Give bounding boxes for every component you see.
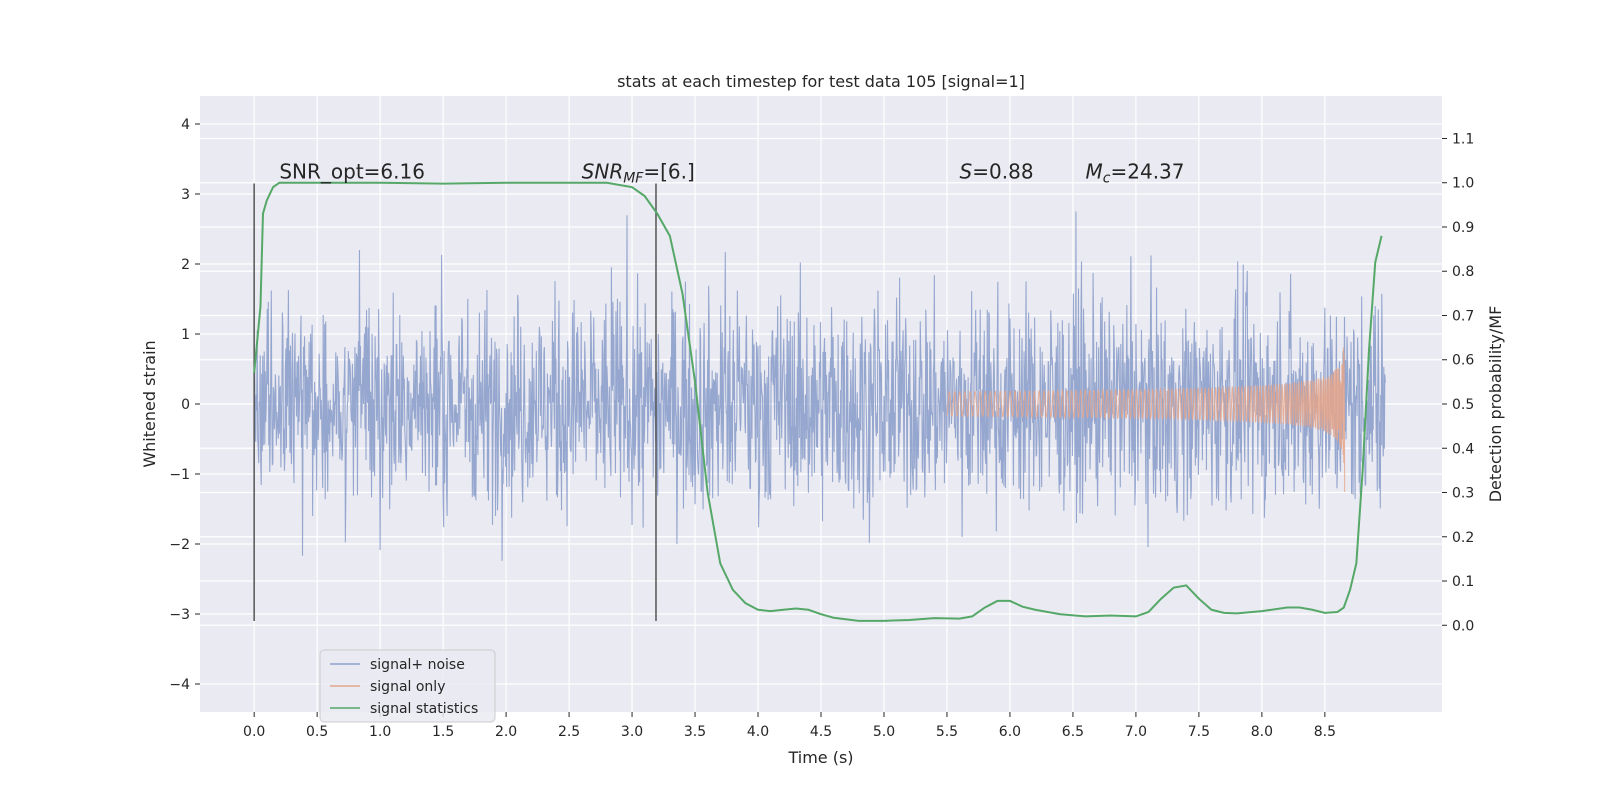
annotation-snr-mf-symbol: SNR [582, 160, 624, 184]
y-tick-label: 1 [181, 327, 190, 343]
y2-tick-label: 0.5 [1452, 397, 1474, 413]
y2-tick-label: 0.8 [1452, 264, 1474, 280]
stats-line [253, 181, 1383, 622]
y2-tick-label: 0.1 [1452, 574, 1474, 590]
annotation-mc: Mc=24.37 [1086, 160, 1185, 187]
annotation-snr-mf-subscript: MF [623, 171, 644, 187]
y-tick-label: 4 [181, 117, 190, 133]
legend-label-stats: signal statistics [370, 701, 478, 717]
y2-tick-label: 0.6 [1452, 353, 1474, 369]
noise-trace [253, 211, 1386, 561]
y-tick-label: 0 [181, 397, 190, 413]
annotation-s: S=0.88 [960, 160, 1034, 184]
annotation-mc-value: =24.37 [1110, 160, 1184, 184]
x-tick-label: 4.5 [810, 724, 832, 740]
x-tick-label: 3.5 [684, 724, 706, 740]
x-tick-label: 1.5 [432, 724, 454, 740]
annotation-mc-subscript: c [1103, 171, 1111, 187]
x-axis-label: Time (s) [787, 748, 853, 767]
y2-tick-label: 1.0 [1452, 176, 1474, 192]
x-tick-label: 8.0 [1251, 724, 1273, 740]
x-tick-label: 7.0 [1125, 724, 1147, 740]
vertical-markers [253, 183, 657, 621]
legend-label-signal: signal only [370, 679, 445, 695]
legend: signal+ noise signal only signal statist… [319, 649, 496, 723]
y-tick-label: 3 [181, 187, 190, 203]
annotation-s-symbol: S [960, 160, 973, 184]
y-axis-label: Whitened strain [140, 340, 159, 467]
x-tick-label: 6.5 [1062, 724, 1084, 740]
x-tick-label: 2.5 [558, 724, 580, 740]
legend-box [319, 649, 496, 723]
annotation-mc-symbol: M [1086, 160, 1103, 184]
y2-tick-label: 0.7 [1452, 308, 1474, 324]
series-signal-only [946, 347, 1346, 492]
x-tick-label: 1.0 [369, 724, 391, 740]
annotation-snr-opt: SNR_opt=6.16 [279, 160, 425, 184]
x-tick-label: 6.0 [999, 724, 1021, 740]
annotation-snr-mf: SNRMF=[6.] [582, 160, 695, 187]
y2-tick-label: 0.0 [1452, 618, 1474, 634]
y-tick-label: −2 [169, 537, 190, 553]
x-tick-label: 7.5 [1188, 724, 1210, 740]
axes: 0.0 0.5 1.0 1.5 2.0 2.5 3.0 3.5 4.0 4.5 5.0 5.5 6.0 6… [169, 117, 1474, 740]
y-tick-label: −1 [169, 467, 190, 483]
chart-title: stats at each timestep for test data 105… [617, 72, 1025, 91]
signal-trace [946, 347, 1346, 492]
x-tick-label: 8.5 [1314, 724, 1336, 740]
y2-axis-label: Detection probability/MF [1486, 306, 1505, 503]
series-signal-plus-noise [253, 211, 1386, 561]
x-tick-label: 3.0 [621, 724, 643, 740]
x-tick-label: 0.0 [243, 724, 265, 740]
x-tick-label: 5.5 [936, 724, 958, 740]
annotation-snr-mf-value: =[6.] [643, 160, 694, 184]
x-tick-label: 2.0 [495, 724, 517, 740]
annotations: SNR_opt=6.16 SNRMF=[6.] S=0.88 Mc=24.37 [279, 160, 1184, 187]
y2-tick-label: 1.1 [1452, 131, 1474, 147]
y-tick-label: −4 [169, 677, 190, 693]
y2-tick-label: 0.4 [1452, 441, 1474, 457]
series-signal-statistics [253, 181, 1383, 622]
x-tick-label: 0.5 [306, 724, 328, 740]
x-tick-label: 4.0 [747, 724, 769, 740]
y2-tick-label: 0.3 [1452, 486, 1474, 502]
legend-label-noise: signal+ noise [370, 657, 465, 673]
y2-tick-label: 0.9 [1452, 220, 1474, 236]
x-tick-label: 5.0 [873, 724, 895, 740]
annotation-s-value: =0.88 [972, 160, 1033, 184]
y-tick-label: 2 [181, 257, 190, 273]
y-tick-label: −3 [169, 607, 190, 623]
y2-tick-label: 0.2 [1452, 530, 1474, 546]
